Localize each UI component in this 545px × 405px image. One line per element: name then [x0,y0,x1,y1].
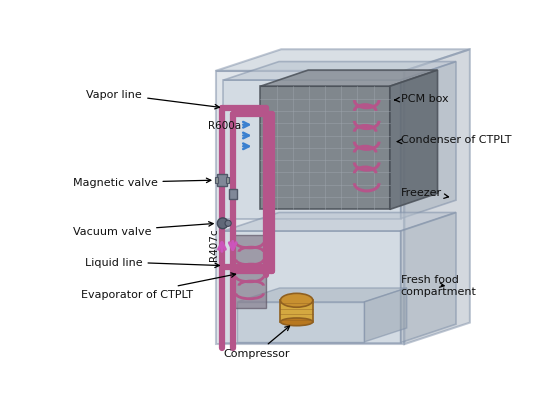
Text: Vapor line: Vapor line [87,90,219,110]
Polygon shape [390,71,438,210]
Text: Magnetic valve: Magnetic valve [72,178,211,188]
Text: Vacuum valve: Vacuum valve [72,222,213,237]
Text: Liquid line: Liquid line [85,257,219,268]
Polygon shape [401,62,456,219]
Polygon shape [238,288,407,302]
Polygon shape [404,50,470,344]
Polygon shape [281,301,313,322]
Circle shape [225,221,231,227]
Text: PCM box: PCM box [395,94,448,104]
Ellipse shape [281,318,313,326]
Text: R407c: R407c [209,228,219,261]
Ellipse shape [281,294,313,307]
Polygon shape [223,213,456,231]
Text: Compressor: Compressor [223,326,290,358]
Text: Fresh food
compartment: Fresh food compartment [401,275,476,296]
Text: Freezer: Freezer [401,188,449,199]
Polygon shape [365,288,407,342]
Bar [217,175,227,187]
Bar [229,189,237,200]
Text: R600a: R600a [208,120,241,130]
Polygon shape [223,231,401,343]
Bar [215,178,218,184]
Polygon shape [216,50,470,72]
Polygon shape [223,81,401,219]
Text: Condenser of CTPLT: Condenser of CTPLT [397,134,511,144]
Polygon shape [238,302,365,342]
Polygon shape [261,87,390,210]
Polygon shape [233,235,266,308]
Bar [226,178,229,184]
Polygon shape [261,71,438,87]
Polygon shape [216,72,404,344]
Polygon shape [223,62,456,81]
Text: Evaporator of CTPLT: Evaporator of CTPLT [81,273,235,299]
Polygon shape [401,213,456,343]
Circle shape [217,218,228,229]
